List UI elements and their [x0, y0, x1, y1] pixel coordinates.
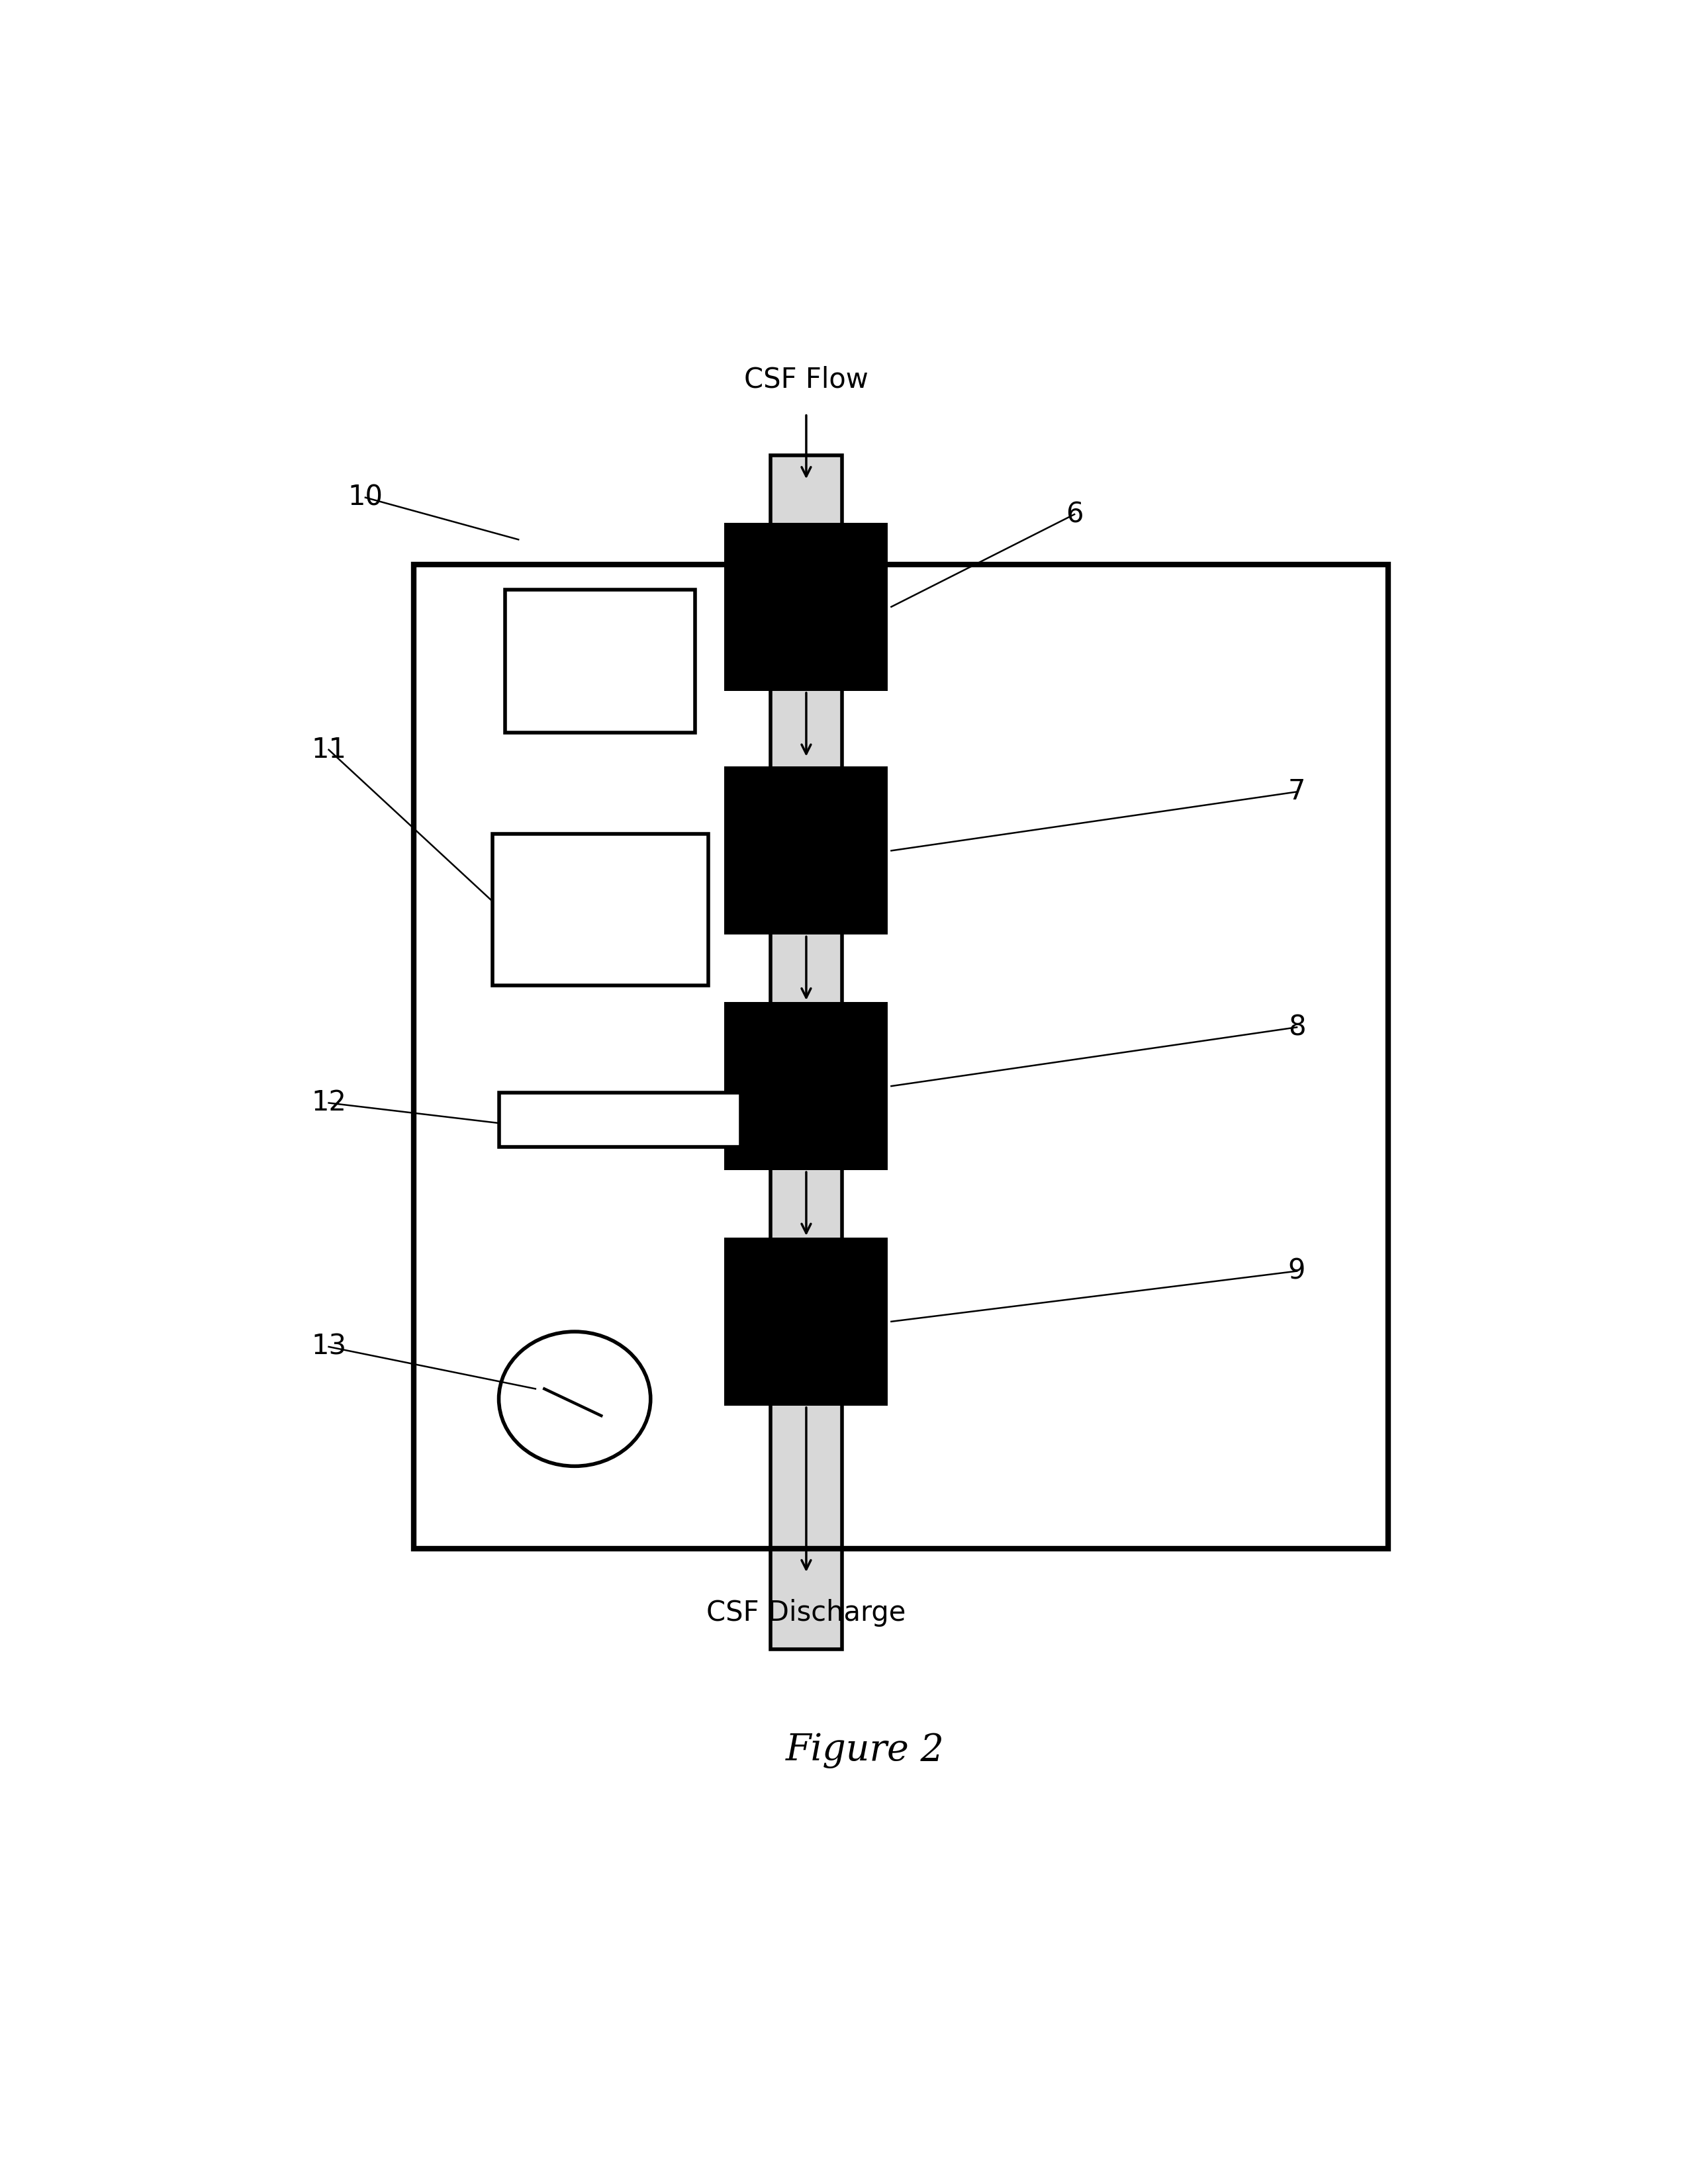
Text: 10: 10 [348, 483, 383, 511]
Bar [414, 566, 1388, 1548]
Text: Figure 2: Figure 2 [785, 1732, 945, 1769]
Text: 9: 9 [1288, 1258, 1305, 1284]
Bar [500, 1092, 741, 1147]
Text: 12: 12 [311, 1090, 346, 1116]
Ellipse shape [500, 1332, 650, 1465]
Text: 6: 6 [1065, 500, 1084, 529]
Bar [770, 456, 842, 1649]
Text: 11: 11 [311, 736, 346, 764]
Bar [493, 834, 707, 985]
Bar [724, 522, 888, 690]
Text: CSF Discharge: CSF Discharge [707, 1599, 906, 1627]
Bar [724, 767, 888, 935]
Bar [505, 590, 695, 734]
Bar [724, 1002, 888, 1171]
Text: 8: 8 [1288, 1013, 1305, 1042]
Text: 13: 13 [311, 1332, 346, 1361]
Text: CSF Flow: CSF Flow [744, 367, 868, 393]
Text: 7: 7 [1288, 778, 1305, 806]
Bar [724, 1238, 888, 1406]
